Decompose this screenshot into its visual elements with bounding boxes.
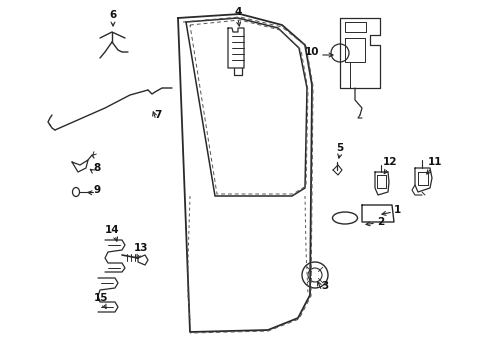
Text: 7: 7 [154,110,162,120]
Text: 4: 4 [234,7,241,17]
Text: 10: 10 [304,47,319,57]
Text: 12: 12 [382,157,396,167]
Text: 2: 2 [377,217,384,227]
Text: 14: 14 [104,225,119,235]
Text: 6: 6 [109,10,116,20]
Text: 5: 5 [336,143,343,153]
Text: 3: 3 [321,281,328,291]
Text: 11: 11 [427,157,441,167]
Text: 15: 15 [94,293,108,303]
Text: 9: 9 [93,185,101,195]
Text: 8: 8 [93,163,101,173]
Text: 1: 1 [392,205,400,215]
Text: 13: 13 [134,243,148,253]
